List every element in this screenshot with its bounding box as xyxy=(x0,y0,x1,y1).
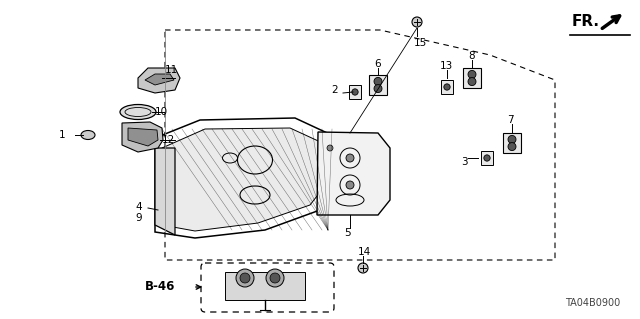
Text: 2: 2 xyxy=(332,85,338,95)
Text: 13: 13 xyxy=(440,61,453,71)
Circle shape xyxy=(374,78,382,85)
Circle shape xyxy=(346,154,354,162)
Ellipse shape xyxy=(81,130,95,139)
Circle shape xyxy=(346,181,354,189)
Polygon shape xyxy=(145,74,174,85)
Circle shape xyxy=(240,273,250,283)
Text: 14: 14 xyxy=(358,247,371,257)
Circle shape xyxy=(358,263,368,273)
Circle shape xyxy=(270,273,280,283)
Polygon shape xyxy=(317,132,390,215)
Polygon shape xyxy=(162,128,328,231)
Polygon shape xyxy=(122,122,163,152)
Circle shape xyxy=(412,17,422,27)
Circle shape xyxy=(508,135,516,144)
Circle shape xyxy=(508,143,516,151)
Bar xyxy=(349,85,361,99)
Text: 5: 5 xyxy=(344,228,351,238)
Circle shape xyxy=(236,269,254,287)
Circle shape xyxy=(266,269,284,287)
Polygon shape xyxy=(128,128,158,146)
Text: 12: 12 xyxy=(162,135,175,145)
Circle shape xyxy=(444,84,450,90)
Text: 11: 11 xyxy=(165,65,179,75)
Circle shape xyxy=(484,155,490,161)
Bar xyxy=(225,272,305,300)
Polygon shape xyxy=(155,148,175,235)
Bar xyxy=(441,80,453,94)
Text: 4: 4 xyxy=(136,202,142,212)
Circle shape xyxy=(468,70,476,78)
Circle shape xyxy=(327,145,333,151)
Text: 8: 8 xyxy=(468,51,475,61)
Text: 15: 15 xyxy=(414,38,428,48)
Ellipse shape xyxy=(120,105,156,120)
Bar xyxy=(369,75,387,95)
Text: 9: 9 xyxy=(136,213,142,223)
Polygon shape xyxy=(138,68,180,93)
Circle shape xyxy=(374,85,382,93)
Text: 10: 10 xyxy=(155,107,168,117)
Text: B-46: B-46 xyxy=(145,280,175,293)
Bar xyxy=(481,151,493,165)
Text: 6: 6 xyxy=(374,59,381,69)
Text: 1: 1 xyxy=(58,130,65,140)
Text: 7: 7 xyxy=(507,115,514,125)
Text: 3: 3 xyxy=(461,157,468,167)
Bar xyxy=(503,133,521,153)
Bar xyxy=(463,68,481,88)
Circle shape xyxy=(352,89,358,95)
Circle shape xyxy=(468,78,476,85)
Text: TA04B0900: TA04B0900 xyxy=(564,298,620,308)
Text: FR.: FR. xyxy=(572,14,600,29)
